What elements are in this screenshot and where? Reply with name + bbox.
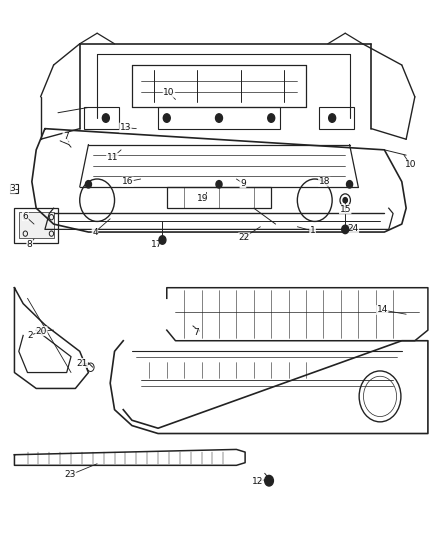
Circle shape (85, 181, 92, 188)
Text: 13: 13 (120, 123, 131, 132)
Text: 7: 7 (194, 328, 199, 337)
Text: 7: 7 (63, 132, 69, 141)
Text: 24: 24 (347, 224, 359, 233)
Text: 12: 12 (251, 477, 263, 486)
Circle shape (159, 236, 166, 244)
Text: 21: 21 (76, 359, 88, 367)
Text: 3: 3 (9, 184, 15, 193)
Text: 18: 18 (318, 177, 330, 186)
Text: 2: 2 (27, 331, 32, 340)
Circle shape (216, 181, 222, 188)
Text: 20: 20 (36, 327, 47, 336)
Circle shape (346, 181, 353, 188)
FancyBboxPatch shape (19, 213, 53, 238)
Text: 4: 4 (92, 228, 98, 237)
Text: 14: 14 (377, 305, 388, 314)
Text: 10: 10 (163, 88, 175, 97)
Text: 6: 6 (22, 212, 28, 221)
Text: 17: 17 (152, 240, 163, 249)
Circle shape (328, 114, 336, 122)
Circle shape (163, 114, 170, 122)
Text: 10: 10 (405, 160, 416, 169)
Circle shape (268, 114, 275, 122)
Circle shape (342, 225, 349, 233)
Text: 15: 15 (339, 205, 351, 214)
Text: 19: 19 (197, 194, 208, 203)
Text: 11: 11 (106, 154, 118, 163)
Text: 1: 1 (310, 227, 315, 236)
Text: 22: 22 (239, 233, 250, 242)
Text: 16: 16 (122, 177, 133, 186)
Circle shape (265, 475, 273, 486)
Circle shape (215, 114, 223, 122)
Text: 9: 9 (240, 179, 246, 188)
Circle shape (343, 198, 347, 203)
Circle shape (102, 114, 110, 122)
Text: 8: 8 (27, 240, 32, 249)
Text: 23: 23 (64, 471, 76, 479)
